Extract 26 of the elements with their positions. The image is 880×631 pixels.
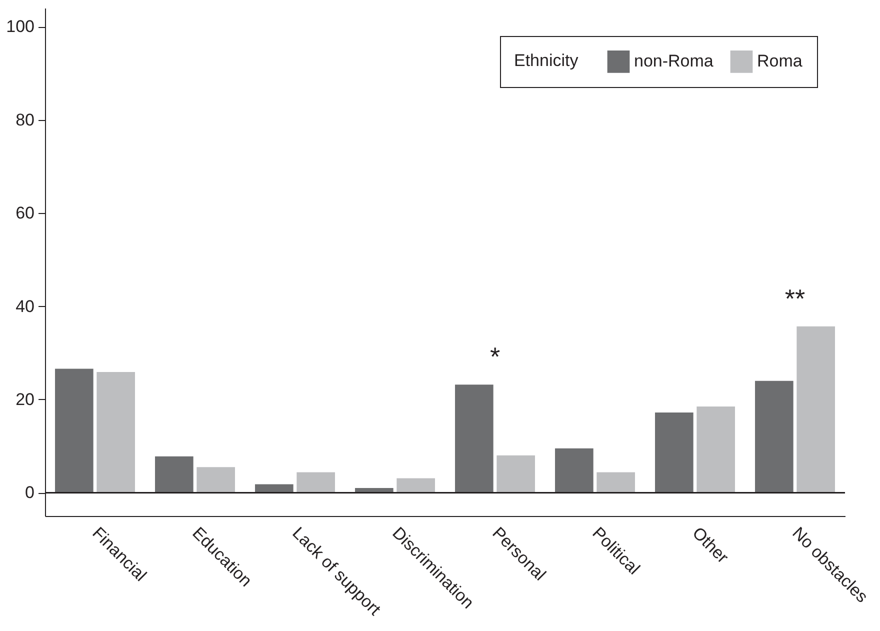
y-tick-label: 80 <box>16 110 34 130</box>
bar <box>55 368 94 493</box>
bar <box>596 472 635 493</box>
legend-label: non-Roma <box>634 52 714 71</box>
legend-label: Roma <box>757 52 803 71</box>
y-tick-label: 40 <box>16 296 34 316</box>
bar <box>96 372 135 493</box>
bar <box>155 456 194 493</box>
bar <box>455 384 494 493</box>
bar <box>655 412 694 493</box>
bar <box>255 484 294 493</box>
bar <box>196 467 235 493</box>
bar <box>496 455 535 493</box>
bar <box>396 478 435 493</box>
legend-title: Ethnicity <box>514 51 579 70</box>
bar <box>755 380 794 493</box>
annotation: * <box>490 342 500 372</box>
y-tick-label: 100 <box>6 17 34 36</box>
bar <box>696 406 735 493</box>
bar <box>796 326 835 493</box>
y-tick-label: 60 <box>16 204 34 223</box>
annotation: ** <box>784 283 806 314</box>
bar <box>296 472 335 493</box>
y-tick-label: 0 <box>25 483 34 502</box>
bar <box>555 448 594 493</box>
y-tick-label: 20 <box>16 390 34 409</box>
